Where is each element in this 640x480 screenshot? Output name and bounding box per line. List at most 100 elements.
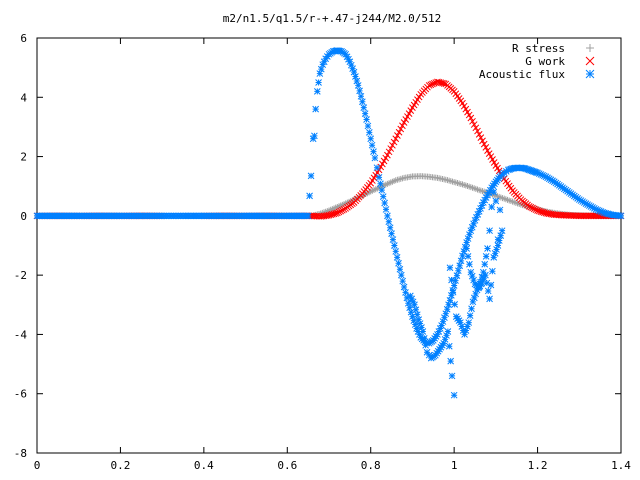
data-point: [534, 169, 541, 177]
data-point: [337, 207, 345, 215]
data-point: [317, 65, 325, 73]
data-point: [584, 201, 591, 208]
data-point: [425, 82, 433, 89]
data-point: [312, 105, 320, 113]
data-point: [448, 292, 455, 299]
data-point: [390, 138, 398, 146]
x-tick-label: 1.2: [528, 459, 548, 472]
data-point: [413, 311, 421, 319]
data-point: [589, 204, 596, 211]
data-point: [415, 316, 423, 323]
y-tick-label: 6: [20, 32, 27, 45]
data-point: [539, 171, 546, 179]
legend-marker: [585, 69, 595, 79]
data-point: [530, 205, 538, 213]
data-point: [458, 323, 466, 330]
data-point: [357, 92, 365, 100]
data-point: [435, 328, 443, 335]
data-point: [467, 268, 475, 276]
series-acoustic-flux: [33, 47, 625, 399]
data-point: [343, 53, 351, 61]
data-point: [388, 230, 395, 237]
data-point: [448, 276, 455, 284]
y-tick-label: 0: [20, 210, 27, 223]
data-point: [421, 338, 429, 346]
data-point: [422, 341, 429, 349]
data-point: [395, 128, 403, 136]
data-point: [497, 232, 505, 239]
data-point: [477, 134, 485, 141]
data-point: [486, 227, 493, 235]
data-point: [498, 227, 506, 235]
data-point: [440, 339, 448, 347]
data-point: [469, 117, 476, 125]
data-point: [493, 246, 500, 253]
data-point: [468, 223, 476, 231]
data-point: [319, 61, 327, 69]
data-point: [449, 288, 457, 296]
data-point: [472, 124, 480, 132]
data-point: [457, 319, 464, 326]
data-point: [379, 193, 387, 200]
plot-frame: [36, 37, 622, 454]
data-point: [450, 282, 458, 289]
data-point: [307, 172, 315, 180]
data-point: [385, 148, 393, 156]
data-point: [385, 218, 393, 226]
data-point: [466, 312, 474, 320]
data-point: [479, 277, 487, 285]
data-point: [440, 80, 448, 87]
data-point: [485, 189, 493, 196]
data-point: [436, 325, 444, 332]
data-point: [451, 301, 459, 308]
data-point: [457, 257, 465, 265]
data-point: [487, 281, 495, 289]
series-g-work: [33, 78, 625, 220]
y-tick-label: 2: [20, 151, 27, 164]
data-point: [423, 339, 431, 346]
data-point: [442, 310, 450, 318]
data-point: [463, 239, 471, 246]
data-point: [496, 206, 504, 214]
data-point: [494, 236, 502, 243]
data-point: [482, 144, 490, 151]
data-point: [529, 204, 536, 212]
data-point: [429, 80, 436, 88]
data-point: [590, 205, 598, 212]
data-point: [470, 276, 477, 284]
data-point: [479, 137, 486, 145]
data-point: [400, 283, 408, 291]
data-point: [585, 56, 595, 66]
data-point: [399, 122, 406, 130]
data-point: [347, 61, 355, 69]
data-point: [488, 203, 496, 211]
data-point: [447, 357, 455, 365]
data-point: [320, 58, 328, 66]
data-point: [434, 331, 441, 338]
data-point: [479, 199, 487, 206]
data-point: [478, 202, 486, 209]
data-point: [470, 294, 478, 302]
legend-marker: [586, 44, 594, 52]
data-point: [387, 145, 395, 152]
data-point: [378, 186, 386, 194]
data-point: [461, 331, 468, 338]
data-point: [389, 141, 396, 149]
data-point: [315, 79, 322, 86]
data-point: [464, 235, 472, 242]
data-point: [486, 186, 494, 194]
data-point: [450, 391, 458, 399]
x-tick-label: 0.8: [361, 459, 381, 472]
data-point: [306, 192, 313, 200]
data-point: [444, 328, 452, 335]
data-point: [384, 151, 391, 159]
data-point: [404, 299, 412, 307]
series-layer: [33, 47, 625, 399]
data-point: [490, 254, 498, 261]
data-point: [482, 194, 490, 201]
data-point: [478, 273, 486, 281]
data-point: [311, 132, 318, 140]
data-point: [441, 336, 449, 343]
legend-label: Acoustic flux: [479, 68, 565, 81]
